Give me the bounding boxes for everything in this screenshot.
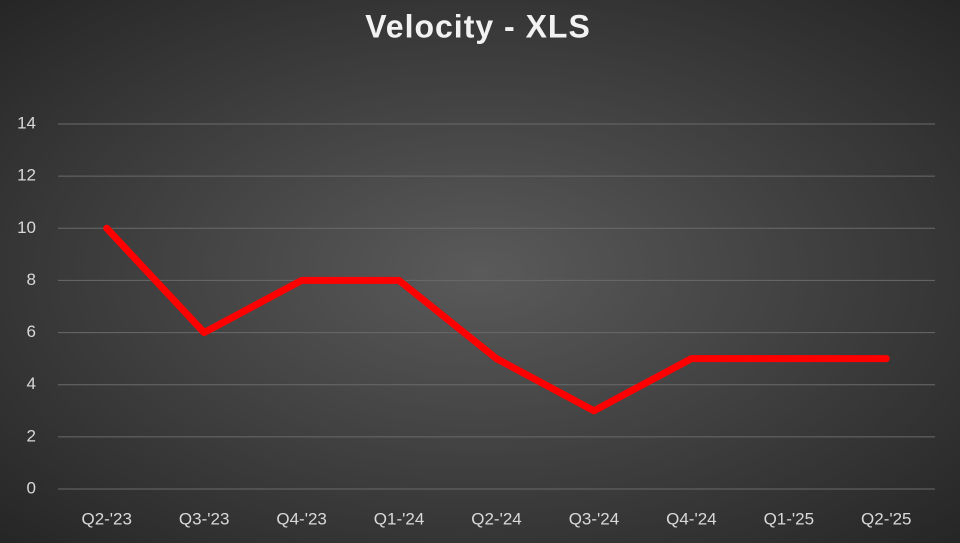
y-tick-label: 0	[27, 478, 36, 497]
x-tick-label: Q3-'24	[569, 509, 620, 528]
x-tick-label: Q1-'24	[374, 509, 425, 528]
x-tick-label: Q4-'23	[276, 509, 327, 528]
y-tick-label: 2	[27, 426, 36, 445]
x-tick-label: Q3-'23	[179, 509, 230, 528]
y-tick-label: 12	[17, 166, 36, 185]
chart-title: Velocity - XLS	[365, 8, 591, 44]
x-tick-label: Q4-'24	[666, 509, 717, 528]
y-tick-label: 10	[17, 218, 36, 237]
y-tick-label: 8	[27, 270, 36, 289]
x-tick-label: Q1-'25	[764, 509, 815, 528]
data-line	[103, 224, 890, 415]
x-tick-label: Q2-'25	[861, 509, 912, 528]
y-tick-label: 4	[27, 374, 36, 393]
x-tick-label: Q2-'23	[81, 509, 132, 528]
x-tick-label: Q2-'24	[471, 509, 522, 528]
y-tick-label: 6	[27, 322, 36, 341]
y-tick-label: 14	[17, 113, 36, 132]
